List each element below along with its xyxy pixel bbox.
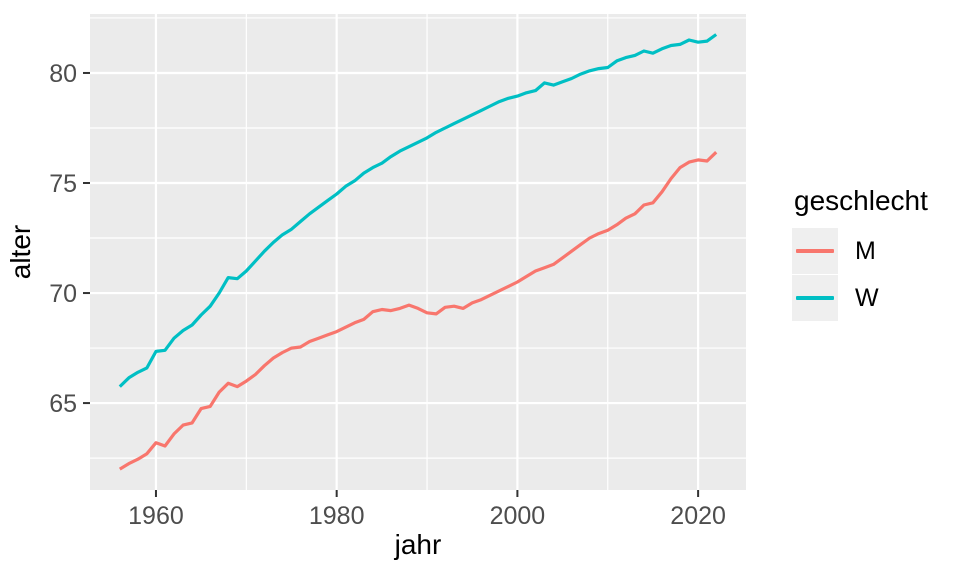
legend-key-w [792,275,838,321]
y-tick-label: 65 [49,390,77,418]
legend-line-m-icon [796,249,834,253]
plot-panel [90,14,746,490]
legend-label-w: W [855,283,879,312]
legend-key-m [792,228,838,274]
y-axis-title: alter [5,224,36,280]
y-tick-label: 80 [49,60,77,88]
legend-line-w-icon [796,296,834,300]
y-tick-label: 70 [49,280,77,308]
x-tick-label: 1960 [128,502,184,530]
series-line-m [118,151,718,471]
series-line-w [118,33,718,388]
y-tick-label: 75 [49,170,77,198]
legend-title: geschlecht [794,185,928,216]
x-tick-label: 2000 [490,502,546,530]
x-axis-title: jahr [394,529,442,560]
legend-entry-w: W [792,275,928,321]
x-tick-label: 2020 [670,502,726,530]
legend-label-m: M [855,236,876,265]
x-tick-label: 1980 [309,502,365,530]
legend: geschlecht M W [792,186,928,322]
legend-entry-m: M [792,228,928,274]
